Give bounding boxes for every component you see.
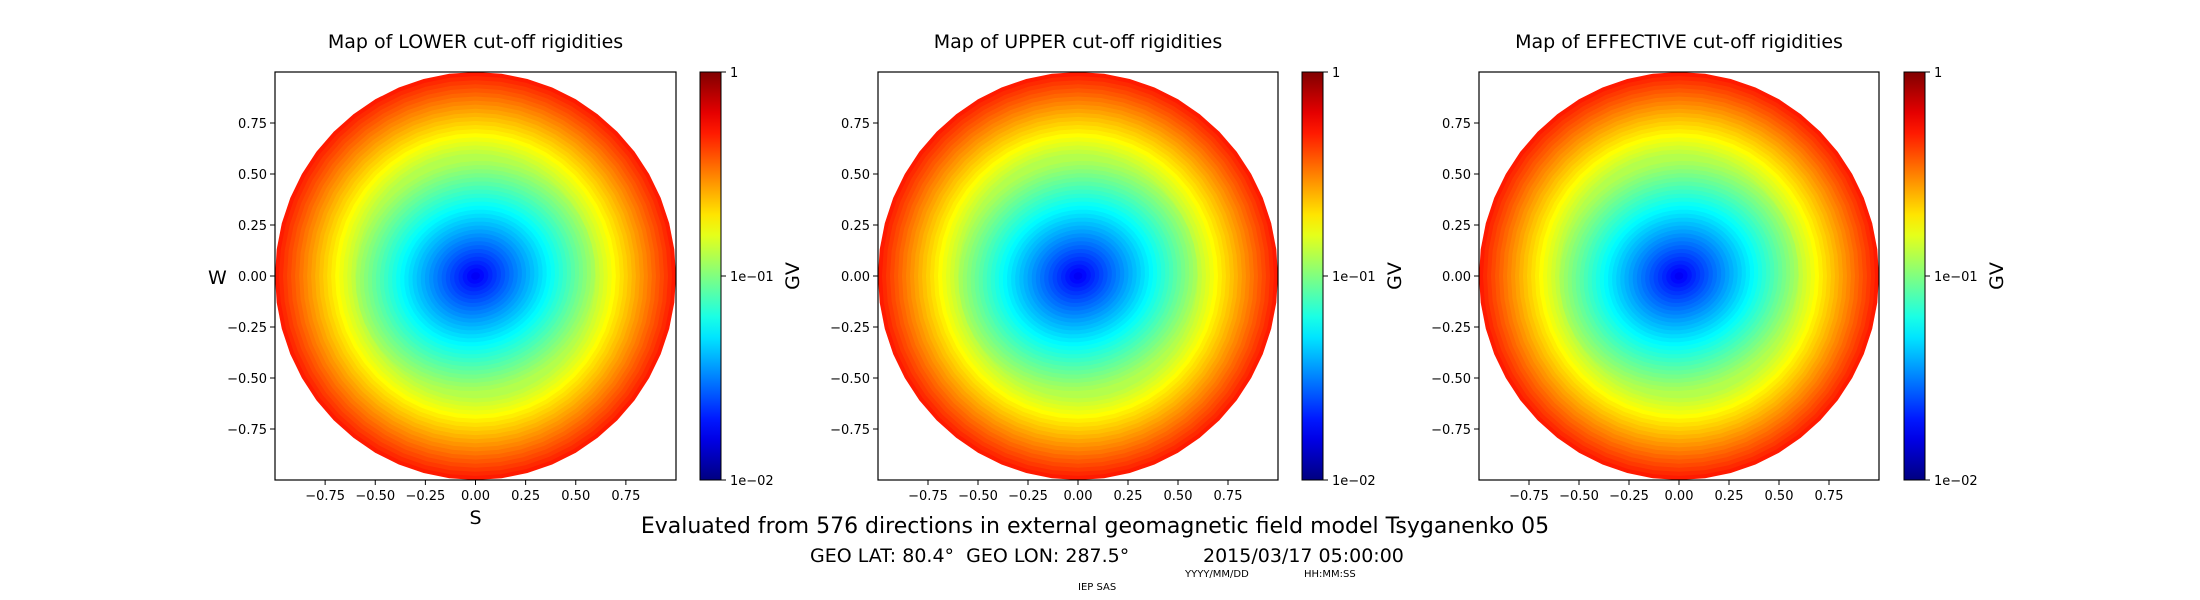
plot-2: −0.75 −0.50 −0.25 0.00 0.25 0.50 0.75 0.75 0.50 0… [1431, 31, 2008, 504]
colorbar-tick-label: 1e−02 [730, 474, 774, 489]
y-tick-label: −0.25 [1431, 321, 1471, 336]
y-tick-label: −0.25 [227, 321, 267, 336]
x-tick-label: 0.00 [461, 489, 490, 504]
y-tick-label: −0.50 [830, 372, 870, 387]
plot-title: Map of LOWER cut-off rigidities [328, 31, 623, 53]
datetime-text: 2015/03/17 05:00:00 [1203, 545, 1404, 567]
x-tick-label: −0.50 [958, 489, 998, 504]
credit-label: IEP SAS [1078, 582, 1117, 593]
x-tick-label: −0.75 [1509, 489, 1549, 504]
y-tick-label: 0.25 [238, 219, 267, 234]
y-tick-label: 0.50 [841, 168, 870, 183]
y-tick-label: −0.50 [1431, 372, 1471, 387]
y-tick-label: 0.50 [1442, 168, 1471, 183]
y-tick-label: 0.75 [238, 117, 267, 132]
plot-title: Map of EFFECTIVE cut-off rigidities [1515, 31, 1843, 53]
y-tick-label: −0.75 [1431, 423, 1471, 438]
time-format-label: HH:MM:SS [1304, 569, 1356, 580]
x-tick-label: −0.25 [1008, 489, 1048, 504]
y-tick-label: −0.25 [830, 321, 870, 336]
x-tick-label: 0.00 [1064, 489, 1093, 504]
x-tick-label: 0.50 [561, 489, 590, 504]
x-tick-label: 0.75 [1815, 489, 1844, 504]
contour-level [1674, 272, 1684, 280]
x-tick-label: −0.25 [1609, 489, 1649, 504]
y-tick-label: 0.00 [1442, 270, 1471, 285]
x-tick-label: −0.25 [405, 489, 445, 504]
y-tick-label: 0.25 [841, 219, 870, 234]
x-tick-label: −0.50 [355, 489, 395, 504]
colorbar [699, 71, 722, 481]
y-tick-label: 0.25 [1442, 219, 1471, 234]
x-tick-label: −0.75 [305, 489, 345, 504]
colorbar-tick-label: 1 [1332, 66, 1340, 81]
x-tick-label: 0.00 [1665, 489, 1694, 504]
colorbar-tick-label: 1e−02 [1332, 474, 1376, 489]
y-tick-label: 0.50 [238, 168, 267, 183]
x-tick-label: 0.75 [611, 489, 640, 504]
colorbar-label: GV [1384, 262, 1406, 290]
x-tick-label: 0.75 [1214, 489, 1243, 504]
x-tick-label: −0.50 [1559, 489, 1599, 504]
colorbar-tick-label: 1e−01 [1332, 270, 1376, 285]
colorbar-tick-label: 1e−02 [1934, 474, 1978, 489]
colorbar-tick-label: 1e−01 [730, 270, 774, 285]
plot-0: −0.75 −0.50 −0.25 0.00 0.25 0.50 0.75 0.75 0.50 0… [208, 31, 804, 529]
y-tick-label: 0.00 [841, 270, 870, 285]
x-tick-label: 0.25 [511, 489, 540, 504]
x-tick-label: 0.25 [1715, 489, 1744, 504]
figure-subtitle: Evaluated from 576 directions in externa… [640, 514, 1550, 539]
plot-1: −0.75 −0.50 −0.25 0.00 0.25 0.50 0.75 0.75 0.50 0… [830, 31, 1406, 504]
x-axis-label: S [469, 507, 481, 529]
colorbar [1903, 71, 1926, 481]
x-tick-label: 0.25 [1114, 489, 1143, 504]
x-tick-label: 0.50 [1765, 489, 1794, 504]
contour-level [471, 272, 480, 280]
colorbar-tick-label: 1e−01 [1934, 270, 1978, 285]
colorbar-tick-label: 1 [1934, 66, 1942, 81]
colorbar [1301, 71, 1324, 481]
x-tick-label: −0.75 [908, 489, 948, 504]
colorbar-label: GV [782, 262, 804, 290]
y-tick-label: −0.75 [227, 423, 267, 438]
y-tick-label: −0.50 [227, 372, 267, 387]
contour-level [1073, 272, 1083, 280]
location-text: GEO LAT: 80.4° GEO LON: 287.5° [810, 545, 1130, 567]
y-axis-label: W [208, 267, 227, 289]
colorbar-tick-label: 1 [730, 66, 738, 81]
y-tick-label: −0.75 [830, 423, 870, 438]
y-tick-label: 0.00 [238, 270, 267, 285]
date-format-label: YYYY/MM/DD [1185, 569, 1249, 580]
y-tick-label: 0.75 [841, 117, 870, 132]
colorbar-label: GV [1986, 262, 2008, 290]
plot-title: Map of UPPER cut-off rigidities [934, 31, 1223, 53]
x-tick-label: 0.50 [1164, 489, 1193, 504]
y-tick-label: 0.75 [1442, 117, 1471, 132]
